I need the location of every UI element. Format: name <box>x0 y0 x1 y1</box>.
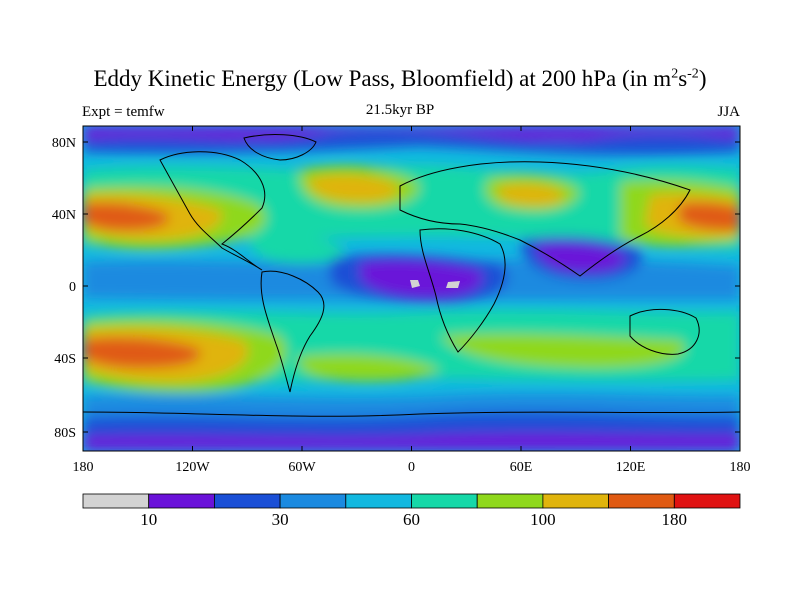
colorbar-segment <box>148 493 215 509</box>
map-title: Eddy Kinetic Energy (Low Pass, Bloomfiel… <box>93 66 707 91</box>
lat-tick-label: 80N <box>52 136 76 151</box>
coastlines <box>83 134 740 417</box>
colorbar-label: 100 <box>530 510 556 529</box>
colorbar-segment <box>542 493 610 509</box>
lon-tick-label: 0 <box>408 460 415 475</box>
lon-tick-label: 120E <box>616 460 646 475</box>
colorbar-segment <box>476 493 544 509</box>
colorbar-segment <box>608 493 675 509</box>
lat-tick-label: 40N <box>52 208 76 223</box>
colorbar-segment <box>279 493 347 509</box>
lon-tick-label: 180 <box>73 460 94 475</box>
period-label: 21.5kyr BP <box>365 102 435 118</box>
colorbar-label: 30 <box>272 510 289 529</box>
colorbar-segment <box>82 493 150 509</box>
lon-tick-label: 60W <box>288 460 316 475</box>
colorbar-label: 60 <box>403 510 420 529</box>
colorbar-segment <box>673 493 741 509</box>
lon-tick-label: 60E <box>510 460 533 475</box>
season-label: JJA <box>717 104 740 120</box>
contour-field <box>83 126 740 451</box>
colorbar-segment <box>213 493 281 509</box>
lon-tick-label: 120W <box>175 460 210 475</box>
latitude-ticks: 80N 40N 0 40S 80S <box>52 136 740 441</box>
colorbar-segment <box>345 493 412 509</box>
lon-tick-label: 180 <box>730 460 751 475</box>
lat-tick-label: 0 <box>69 280 76 295</box>
colorbar-label: 10 <box>140 510 157 529</box>
colorbar: 10 30 60 100 180 <box>82 493 741 529</box>
lat-tick-label: 40S <box>54 352 76 367</box>
colorbar-segment <box>411 493 478 509</box>
longitude-ticks: 180 120W 60W 0 60E 120E 180 <box>73 126 751 475</box>
lat-tick-label: 80S <box>54 426 76 441</box>
experiment-label: Expt = temfw <box>82 104 165 120</box>
colorbar-label: 180 <box>662 510 688 529</box>
